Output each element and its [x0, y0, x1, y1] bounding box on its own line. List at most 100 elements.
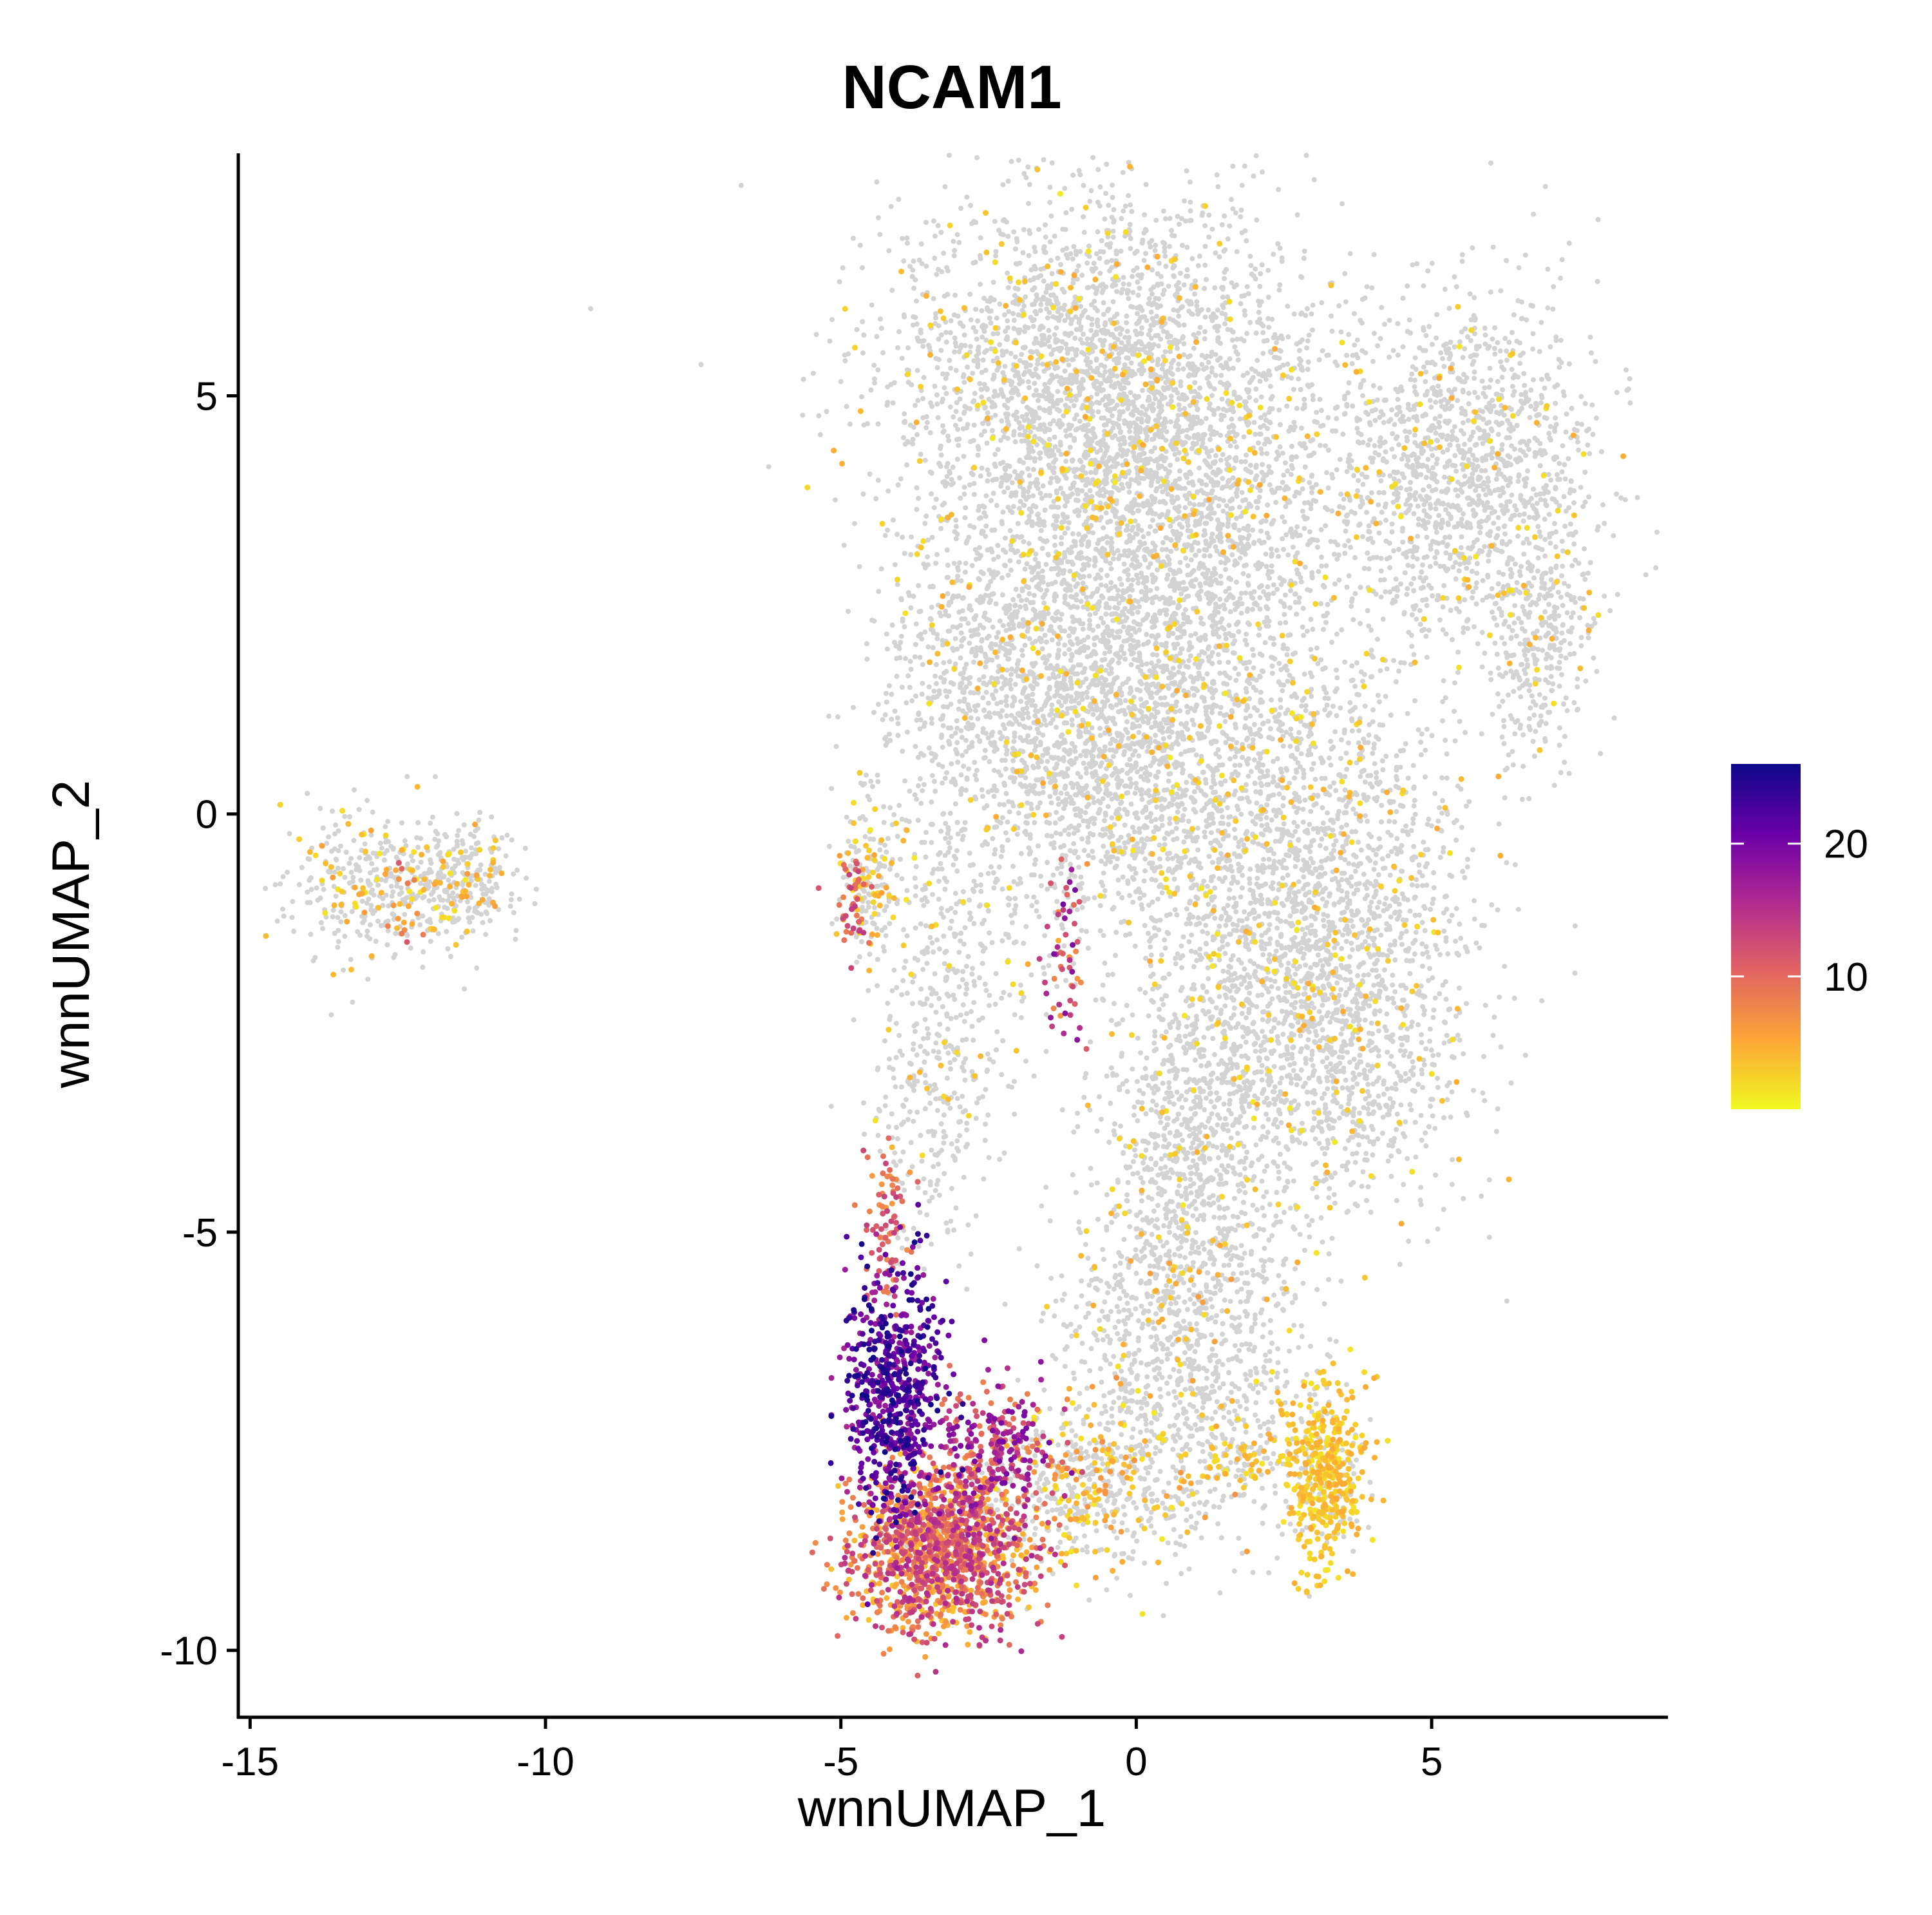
- cell-point: [942, 385, 947, 391]
- cell-point: [446, 893, 452, 899]
- cell-point: [852, 520, 857, 526]
- cell-point: [1188, 199, 1193, 205]
- cell-point: [961, 410, 967, 416]
- cell-point: [1253, 330, 1259, 336]
- cell-point: [1142, 540, 1148, 546]
- cell-point: [988, 320, 994, 326]
- cell-point: [895, 482, 901, 488]
- cell-point: [1103, 369, 1108, 375]
- cell-point: [1595, 279, 1600, 284]
- cell-point: [1215, 328, 1220, 334]
- cell-point: [1211, 386, 1217, 392]
- cell-point: [1081, 182, 1086, 188]
- cell-point: [1310, 327, 1315, 333]
- cell-point: [1149, 345, 1155, 351]
- cell-point: [324, 841, 330, 846]
- cell-point: [342, 933, 348, 939]
- cell-point: [465, 899, 470, 904]
- cell-point: [1234, 515, 1239, 521]
- cell-point: [1213, 250, 1218, 256]
- cell-point: [1202, 329, 1208, 334]
- cell-point: [817, 432, 823, 437]
- cell-point: [1126, 490, 1132, 495]
- cell-point: [1244, 665, 1249, 671]
- cell-point: [1072, 336, 1078, 341]
- cell-point: [1177, 222, 1182, 227]
- cell-point: [1014, 236, 1019, 242]
- cell-point: [1012, 285, 1018, 291]
- cell-point: [1286, 428, 1292, 434]
- cell-point: [946, 438, 952, 443]
- cell-point: [1142, 576, 1148, 582]
- cell-point: [1264, 338, 1270, 343]
- cell-point: [1075, 507, 1081, 513]
- cell-point: [1356, 430, 1361, 436]
- cell-point: [948, 318, 954, 323]
- cell-point: [1098, 447, 1103, 453]
- cell-point: [350, 875, 356, 881]
- chart-title: NCAM1: [842, 53, 1061, 122]
- cell-point: [1274, 339, 1279, 345]
- cell-point: [1239, 490, 1245, 495]
- cell-point: [1128, 390, 1133, 395]
- cell-point: [1132, 420, 1137, 426]
- cell-point: [1546, 472, 1551, 477]
- cell-point: [974, 155, 980, 160]
- cell-point: [1218, 580, 1224, 586]
- cell-point: [860, 350, 866, 356]
- cell-point: [1122, 421, 1128, 426]
- cell-point: [1011, 326, 1017, 331]
- cell-point: [460, 857, 466, 862]
- cell-point: [943, 330, 949, 336]
- cell-point: [1295, 533, 1301, 538]
- cell-point: [349, 909, 355, 915]
- cell-point: [1126, 339, 1132, 345]
- cell-point: [435, 831, 440, 837]
- cell-point: [1115, 593, 1121, 598]
- cell-point: [1504, 348, 1510, 354]
- cell-point: [1041, 368, 1047, 374]
- cell-point: [1283, 532, 1289, 538]
- cell-point: [511, 910, 516, 915]
- cell-point: [1175, 367, 1181, 372]
- cell-point: [1323, 620, 1329, 625]
- cell-point: [473, 841, 479, 846]
- cell-point: [1097, 249, 1103, 254]
- cell-point: [1121, 274, 1126, 280]
- cell-point: [1238, 610, 1244, 616]
- cell-point: [1119, 216, 1124, 222]
- cell-point: [1567, 641, 1573, 647]
- cell-point: [1344, 584, 1350, 590]
- cell-point: [958, 205, 963, 211]
- cell-point: [1184, 273, 1189, 279]
- cell-point: [1126, 193, 1132, 198]
- cell-point: [1124, 452, 1129, 457]
- cell-point: [476, 817, 482, 823]
- cell-point: [1050, 314, 1056, 319]
- cell-point: [1325, 485, 1331, 491]
- cell-point: [1182, 198, 1187, 204]
- cell-point: [1159, 511, 1165, 517]
- cell-point: [1211, 412, 1217, 417]
- cell-point: [352, 787, 357, 793]
- cell-point: [1310, 397, 1316, 403]
- cell-point: [1079, 555, 1085, 560]
- cell-point: [1084, 362, 1090, 368]
- cell-point: [1392, 476, 1397, 482]
- cell-point: [1191, 567, 1197, 573]
- cell-point: [1079, 340, 1085, 346]
- cell-point: [1068, 432, 1073, 438]
- cell-point: [1473, 585, 1479, 591]
- cell-point: [1055, 504, 1060, 510]
- cell-point: [370, 850, 376, 856]
- cell-point: [1095, 370, 1101, 376]
- cell-point: [1019, 424, 1025, 430]
- cell-point: [989, 528, 995, 533]
- cell-point: [1063, 390, 1068, 395]
- cell-point: [1075, 263, 1081, 269]
- cell-point: [961, 453, 967, 459]
- cell-point: [1180, 334, 1186, 339]
- cell-point: [1284, 403, 1290, 409]
- cell-point: [1116, 437, 1122, 443]
- cell-point: [350, 879, 355, 884]
